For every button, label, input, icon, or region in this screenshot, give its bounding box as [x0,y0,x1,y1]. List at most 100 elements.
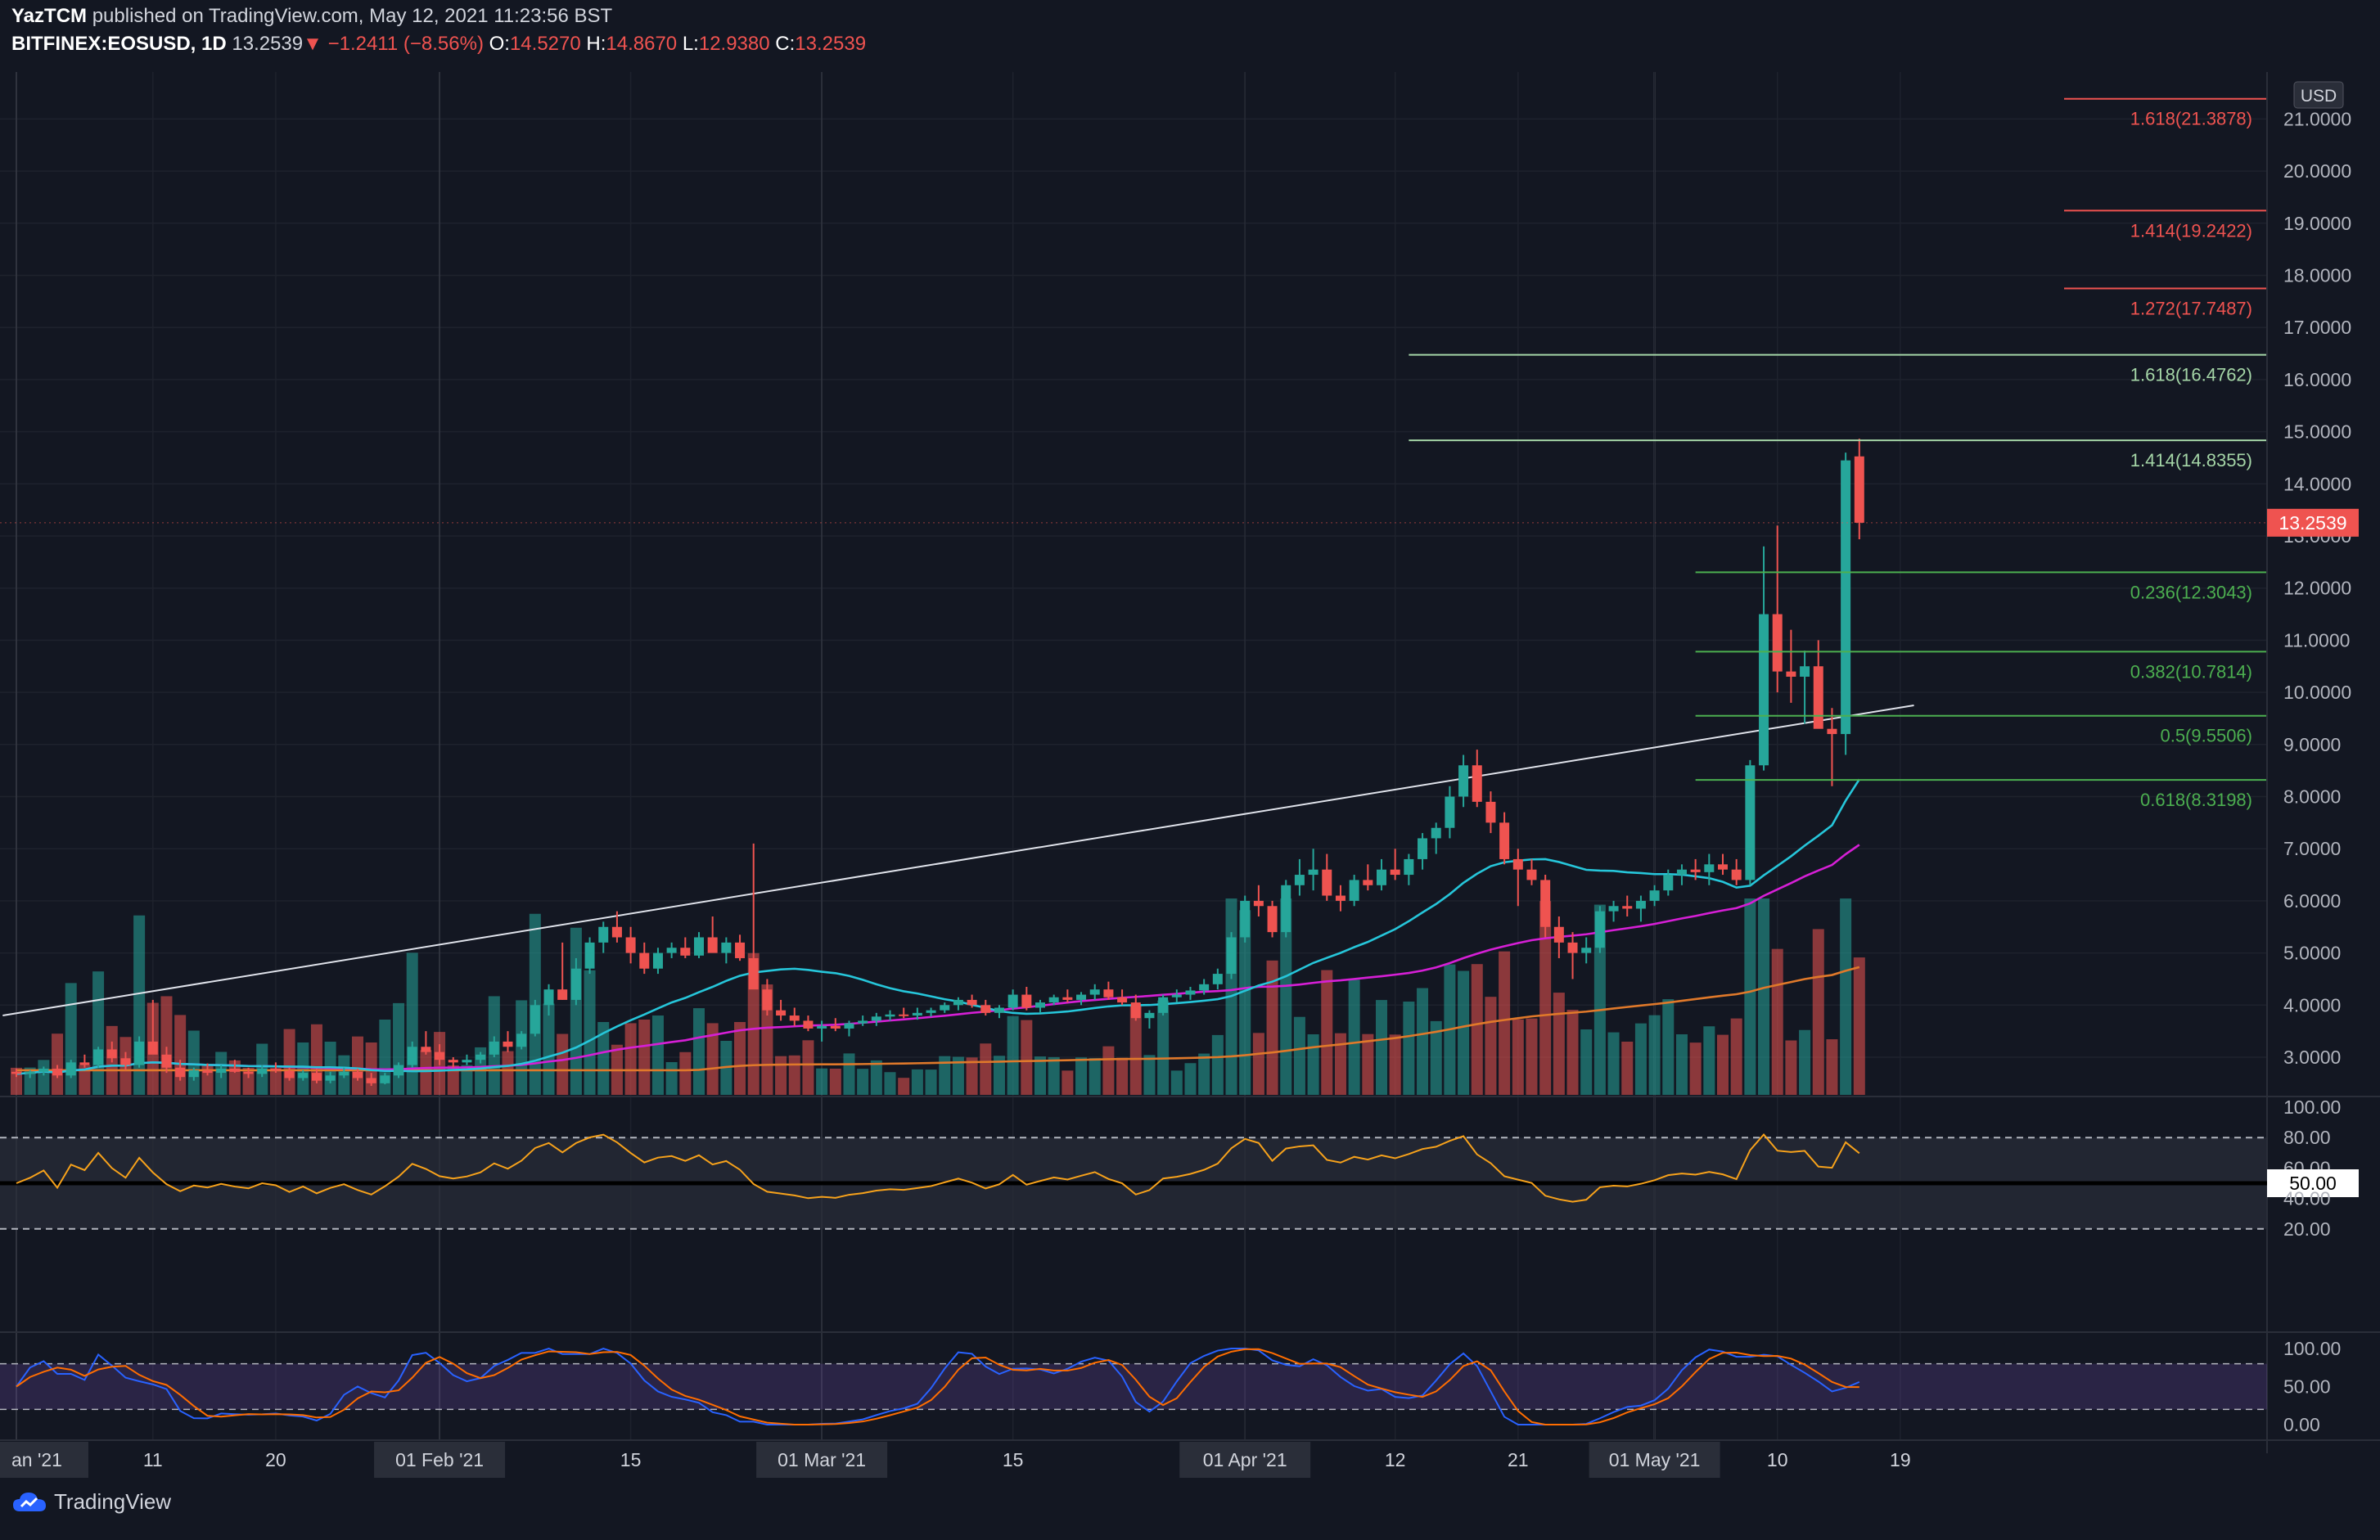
fib-level-label: 0.5(9.5506) [2160,726,2252,746]
rsi-level-label: 50.00 [2289,1173,2337,1194]
candle-body [1841,460,1851,735]
candle-body [543,989,554,1006]
fib-level-label: 1.414(14.8355) [2130,450,2252,471]
volume-bar [857,1069,869,1095]
candle-body [1649,890,1660,901]
volume-bar [1116,1057,1129,1095]
volume-bar [1007,1015,1019,1095]
candle-body [1199,984,1210,991]
volume-bar [584,970,596,1095]
ohlc-line: BITFINEX:EOSUSD, 1D 13.2539▼ −1.2411 (−8… [11,33,866,56]
candle-body [161,1054,172,1068]
candle-body [912,1012,922,1016]
volume-bar [1526,1018,1538,1095]
volume-bar [1143,1055,1156,1095]
candle-body [858,1020,868,1024]
volume-bar [1252,1033,1264,1095]
volume-bar [1102,1046,1115,1095]
volume-bar [1211,1034,1224,1095]
main-pane [0,72,2267,1095]
volume-bar [1744,898,1756,1095]
rsi-line [16,1132,1860,1203]
candle-body [1718,864,1728,870]
current-price-label: 13.2539 [2279,512,2346,534]
candle-body [476,1054,486,1060]
candle-body [1676,869,1687,876]
stoch-tick-label: 100.00 [2283,1338,2341,1359]
volume-bar [502,1051,514,1095]
volume-bar [1853,957,1865,1095]
volume-bar [557,1033,569,1095]
candle-body [584,942,595,969]
symbol-label[interactable]: BITFINEX:EOSUSD, 1D [11,33,227,55]
volume-bar [1499,951,1511,1095]
publisher-line: YazTCM published on TradingView.com, May… [11,5,612,28]
candle-body [1731,869,1742,880]
candle-body [202,1069,213,1074]
candle-body [1158,997,1169,1013]
volume-bar [651,1015,664,1095]
time-tick-label: 01 Feb '21 [395,1449,484,1470]
volume-bar [283,1029,295,1095]
candle-body [448,1060,458,1063]
volume-bar [1403,1002,1415,1095]
ascending-trendline [2,705,1914,1017]
price-tick-label: 20.0000 [2283,160,2351,182]
time-tick-badge [374,1442,506,1478]
candle-body [1854,456,1864,523]
candle-body [175,1067,186,1078]
volume-bar [1089,1058,1101,1095]
candle-body [1622,906,1633,909]
candle-body [25,1071,35,1074]
currency-label: USD [2301,87,2337,106]
volume-bar [1307,1034,1319,1095]
candle-body [611,926,622,938]
volume-bar [352,1036,363,1095]
volume-bar [1593,904,1606,1095]
candle-body [503,1041,513,1047]
candle-body [639,952,650,969]
candle-body [1512,858,1523,870]
volume-bar [160,996,173,1095]
candle-body [93,1049,104,1065]
time-tick-label: 20 [265,1449,286,1470]
volume-bar [1566,1010,1579,1095]
candle-body [1322,869,1332,896]
candle-body [120,1058,131,1065]
author-name[interactable]: YazTCM [11,5,88,27]
candle-body [339,1071,349,1076]
rsi-level-tag [2267,1169,2359,1197]
volume-bar [1485,997,1497,1095]
candle-body [1349,880,1359,901]
candle-body [1035,1002,1045,1008]
volume-bar [1280,898,1292,1095]
candle-body [680,948,691,956]
volume-bar [734,1022,746,1095]
price-tick-label: 17.0000 [2283,317,2351,338]
candle-body [435,1051,445,1060]
candle-body [1759,614,1769,766]
current-price-tag [2267,508,2359,537]
volume-bar [92,971,105,1095]
currency-badge [2293,81,2344,109]
volume-bar [952,1056,964,1095]
time-tick-badge [0,1442,88,1478]
tradingview-logo[interactable]: TradingView [11,1489,171,1515]
candle-body [557,989,568,1000]
volume-bar [624,1023,637,1095]
volume-bar [461,1065,473,1095]
time-tick-label: an '21 [11,1449,62,1470]
volume-bar [1170,1070,1183,1095]
price-tick-label: 3.0000 [2283,1047,2341,1068]
candle-body [1553,926,1564,943]
candle-body [1445,796,1455,828]
volume-bar [1689,1042,1702,1095]
price-tick-label: 14.0000 [2283,473,2351,494]
fib-level-label: 0.382(10.7814) [2130,661,2252,682]
candle-body [980,1005,991,1013]
time-tick-label: 01 Mar '21 [778,1449,866,1470]
volume-bar [1758,898,1770,1095]
volume-bar [1417,988,1429,1095]
candle-body [1418,838,1428,859]
